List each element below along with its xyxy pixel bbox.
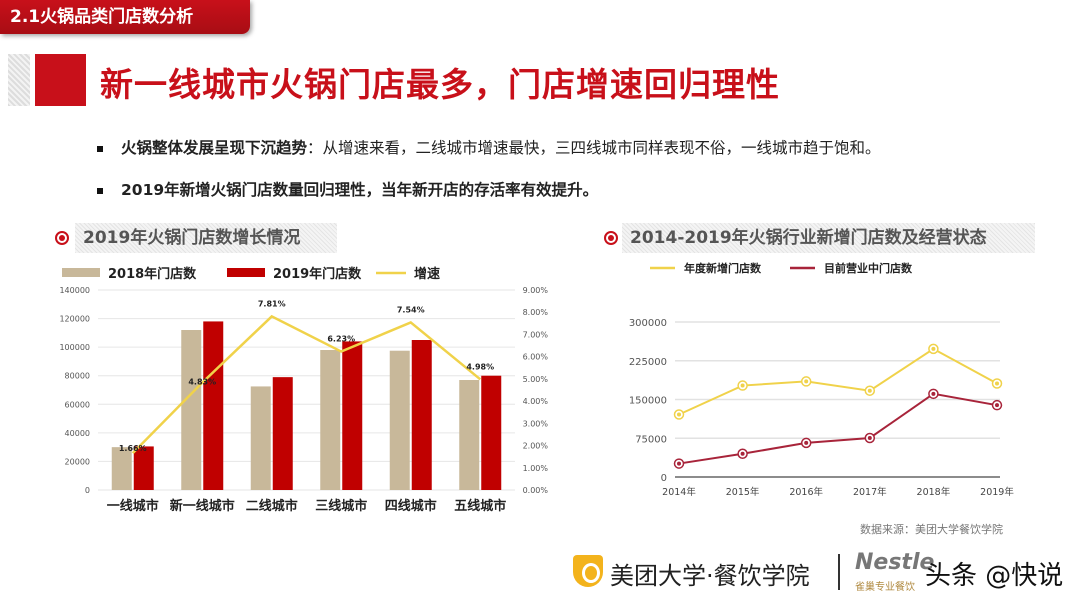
y-tick-label: 0 — [85, 486, 90, 495]
data-point-center — [804, 379, 809, 384]
growth-data-label: 6.23% — [327, 335, 355, 344]
bar-2018 — [181, 330, 202, 490]
y2-tick-label: 4.00% — [523, 397, 549, 406]
y2-tick-label: 5.00% — [523, 375, 549, 384]
data-point-center — [931, 391, 936, 396]
x-tick-label: 一线城市 — [107, 498, 159, 514]
y-tick-label: 140000 — [59, 286, 90, 295]
legend-swatch — [62, 268, 100, 277]
bullet-icon — [97, 187, 103, 194]
data-point-center — [677, 461, 681, 466]
y-tick-label: 75000 — [635, 434, 667, 445]
legend-label: 年度新增门店数 — [684, 261, 762, 275]
bullet-2: 2019年新增火锅门店数量回归理性，当年新开店的存活率有效提升。 — [97, 178, 598, 200]
y2-tick-label: 6.00% — [523, 353, 549, 362]
nestle-subtitle: 雀巢专业餐饮 — [855, 582, 915, 593]
y-tick-label: 20000 — [65, 457, 90, 466]
bar-2018 — [389, 350, 410, 490]
legend-label: 2018年门店数 — [108, 266, 197, 282]
legend-label: 增速 — [414, 266, 440, 282]
x-tick-label: 2016年 — [789, 486, 823, 498]
y-tick-label: 60000 — [65, 400, 90, 409]
bar-2018 — [250, 386, 271, 490]
y-tick-label: 225000 — [629, 357, 667, 368]
page-title: 新一线城市火锅门店最多，门店增速回归理性 — [100, 65, 780, 104]
growth-data-label: 4.98% — [466, 362, 494, 371]
growth-data-label: 7.81% — [258, 299, 286, 308]
section-marker-icon — [55, 231, 69, 245]
watermark: 头条 @快说 — [925, 561, 1064, 591]
y2-tick-label: 7.00% — [523, 330, 549, 339]
bullet-1-bold: 火锅整体发展呈现下沉趋势 — [121, 139, 308, 157]
growth-data-label: 1.66% — [119, 444, 147, 453]
bar-2019 — [203, 321, 224, 490]
bar-2019 — [342, 341, 363, 490]
footer-divider — [838, 554, 840, 590]
growth-data-label: 7.54% — [397, 305, 425, 314]
bullet-2-bold: 2019年新增火锅门店数量回归理性，当年新开店的存活率有效提升。 — [121, 181, 599, 199]
data-point-center — [677, 412, 681, 417]
data-point-center — [995, 381, 999, 386]
y-tick-label: 300000 — [629, 318, 667, 329]
bullet-icon — [97, 145, 103, 152]
growth-data-label: 4.83% — [188, 378, 216, 387]
x-tick-label: 2014年 — [662, 486, 696, 498]
left-chart-heading: 2019年火锅门店数增长情况 — [75, 223, 337, 253]
brand-name: 美团大学·餐饮学院 — [610, 562, 810, 590]
x-tick-label: 2018年 — [917, 486, 951, 498]
data-point-center — [867, 435, 872, 440]
data-point-center — [867, 388, 872, 393]
new-stores-line — [678, 347, 998, 416]
data-point-center — [931, 346, 936, 351]
x-tick-label: 2017年 — [853, 486, 887, 498]
data-point-center — [804, 440, 809, 445]
x-tick-label: 三线城市 — [315, 498, 367, 514]
y2-tick-label: 3.00% — [523, 419, 549, 428]
bar-2018 — [320, 350, 341, 490]
y-tick-label: 100000 — [59, 343, 90, 352]
bar-2018 — [459, 380, 480, 490]
legend-label: 2019年门店数 — [273, 266, 362, 282]
bar-2019 — [133, 446, 154, 490]
x-tick-label: 新一线城市 — [170, 498, 235, 514]
section-tab: 2.1火锅品类门店数分析 — [0, 0, 250, 34]
data-point-center — [740, 383, 745, 388]
y-tick-label: 150000 — [629, 396, 667, 407]
section-marker-icon — [604, 231, 618, 245]
legend-swatch — [227, 268, 265, 277]
bullet-1-text: ：从增速来看，二线城市增速最快，三四线城市同样表现不俗，一线城市趋于饱和。 — [307, 139, 881, 157]
data-source: 数据来源：美团大学餐饮学院 — [860, 523, 1003, 536]
bar-2019 — [272, 377, 293, 490]
x-tick-label: 二线城市 — [246, 498, 298, 514]
y-tick-label: 120000 — [59, 315, 90, 324]
growth-line — [131, 314, 482, 454]
y2-tick-label: 2.00% — [523, 442, 549, 451]
legend-label: 目前营业中门店数 — [824, 261, 913, 275]
meituan-logo-icon — [573, 555, 603, 587]
y2-tick-label: 9.00% — [523, 286, 549, 295]
x-tick-label: 2019年 — [980, 486, 1014, 498]
bar-2018 — [111, 447, 132, 490]
bullet-1: 火锅整体发展呈现下沉趋势：从增速来看，二线城市增速最快，三四线城市同样表现不俗，… — [97, 136, 881, 158]
y-tick-label: 40000 — [65, 429, 90, 438]
bar-2019 — [411, 340, 432, 490]
operating-stores-line — [678, 392, 998, 465]
x-tick-label: 四线城市 — [385, 498, 437, 514]
y-tick-label: 0 — [661, 473, 667, 484]
title-decoration-hatch — [8, 54, 30, 106]
right-chart-heading: 2014-2019年火锅行业新增门店数及经营状态 — [622, 223, 1035, 253]
title-decoration-square — [35, 54, 86, 106]
y-tick-label: 80000 — [65, 372, 90, 381]
data-point-center — [740, 451, 745, 456]
y2-tick-label: 1.00% — [523, 464, 549, 473]
bar-2019 — [481, 375, 502, 490]
y2-tick-label: 8.00% — [523, 308, 549, 317]
y2-tick-label: 0.00% — [523, 486, 549, 495]
x-tick-label: 2015年 — [726, 486, 760, 498]
nestle-logo: Nestle — [855, 550, 935, 575]
x-tick-label: 五线城市 — [454, 498, 506, 514]
data-point-center — [995, 403, 999, 408]
